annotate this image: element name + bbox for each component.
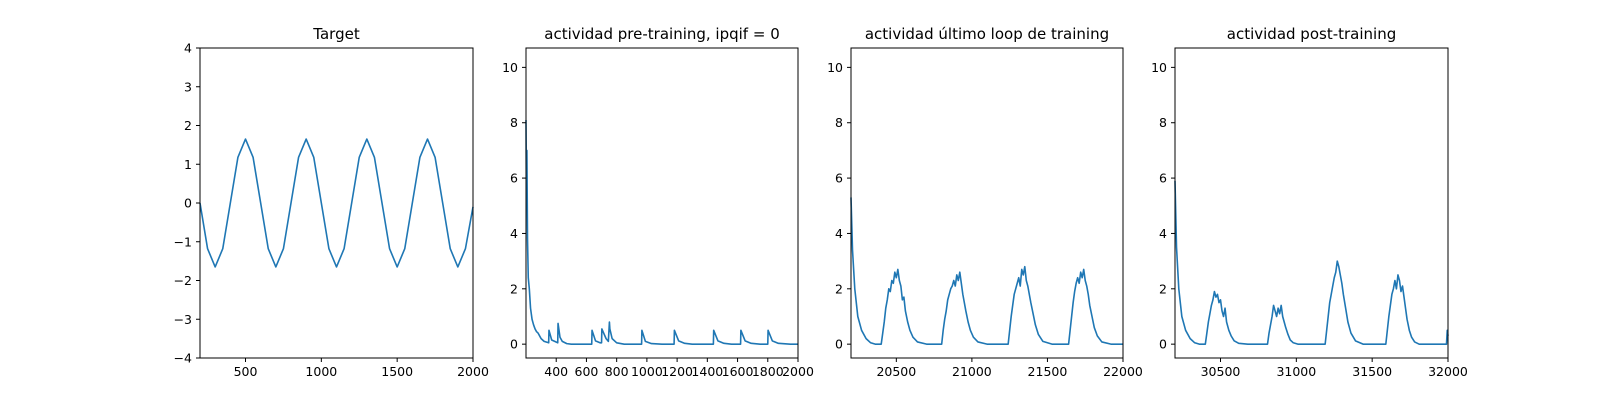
- y-tick-label: 8: [835, 115, 843, 130]
- x-tick-label: 31500: [1352, 364, 1392, 379]
- y-tick-label: 6: [835, 171, 843, 186]
- x-tick-label: 1000: [305, 364, 337, 379]
- y-tick-label: 0: [835, 337, 843, 352]
- x-tick-label: 600: [575, 364, 599, 379]
- chart-title: actividad pre-training, ipqif = 0: [544, 25, 780, 43]
- y-tick-label: 8: [1159, 115, 1167, 130]
- x-tick-label: 21500: [1028, 364, 1068, 379]
- y-tick-label: 10: [1151, 60, 1167, 75]
- y-tick-label: 3: [184, 79, 192, 94]
- x-tick-label: 20500: [876, 364, 916, 379]
- chart-title: Target: [312, 25, 360, 43]
- y-tick-label: 0: [1159, 337, 1167, 352]
- y-tick-label: 4: [510, 226, 518, 241]
- y-tick-label: −4: [174, 351, 192, 366]
- y-tick-label: −1: [174, 234, 192, 249]
- x-tick-label: 400: [544, 364, 568, 379]
- series-line: [525, 119, 798, 345]
- x-tick-label: 1000: [631, 364, 663, 379]
- series-line: [199, 138, 474, 268]
- subplot-2: actividad pre-training, ipqif = 0 400 600 8…: [502, 25, 814, 379]
- x-tick-label: 2000: [782, 364, 814, 379]
- subplot-4: actividad post-training 30500 31000 31500 32…: [1151, 25, 1468, 379]
- axes-frame: [1174, 47, 1449, 359]
- x-tick-label: 22000: [1103, 364, 1143, 379]
- y-tick-label: 2: [835, 281, 843, 296]
- y-tick-label: 10: [827, 60, 843, 75]
- y-tick-label: 4: [1159, 226, 1167, 241]
- y-tick-label: 6: [1159, 171, 1167, 186]
- y-tick-label: 6: [510, 171, 518, 186]
- x-tick-label: 2000: [457, 364, 489, 379]
- x-tick-label: 1400: [691, 364, 723, 379]
- y-tick-label: 8: [510, 115, 518, 130]
- y-tick-label: 2: [1159, 281, 1167, 296]
- y-tick-label: 0: [184, 196, 192, 211]
- x-tick-label: 1600: [722, 364, 754, 379]
- x-tick-label: 1500: [381, 364, 413, 379]
- axes-frame: [199, 47, 474, 359]
- x-tick-label: 21000: [952, 364, 992, 379]
- y-tick-label: 0: [510, 337, 518, 352]
- y-tick-label: 10: [502, 60, 518, 75]
- subplot-1: Target 500 1000 1500 2000 −4 −3 −2 −1 0 1 2 3 4: [174, 25, 489, 379]
- y-tick-label: 2: [510, 281, 518, 296]
- x-tick-label: 1800: [752, 364, 784, 379]
- x-tick-label: 800: [605, 364, 629, 379]
- y-tick-label: −2: [174, 273, 192, 288]
- chart-title: actividad último loop de training: [865, 25, 1109, 43]
- y-tick-label: 4: [835, 226, 843, 241]
- y-tick-label: 2: [184, 118, 192, 133]
- x-tick-label: 500: [234, 364, 258, 379]
- x-tick-label: 1200: [661, 364, 693, 379]
- x-tick-label: 31000: [1276, 364, 1316, 379]
- y-tick-label: 1: [184, 157, 192, 172]
- axes-frame: [525, 47, 799, 359]
- x-tick-label: 30500: [1201, 364, 1241, 379]
- y-tick-label: 4: [184, 41, 192, 56]
- series-line: [850, 197, 1123, 345]
- y-tick-label: −3: [174, 312, 192, 327]
- series-line: [1174, 180, 1449, 345]
- x-tick-label: 32000: [1428, 364, 1468, 379]
- chart-title: actividad post-training: [1227, 25, 1396, 43]
- axes-frame: [850, 47, 1124, 359]
